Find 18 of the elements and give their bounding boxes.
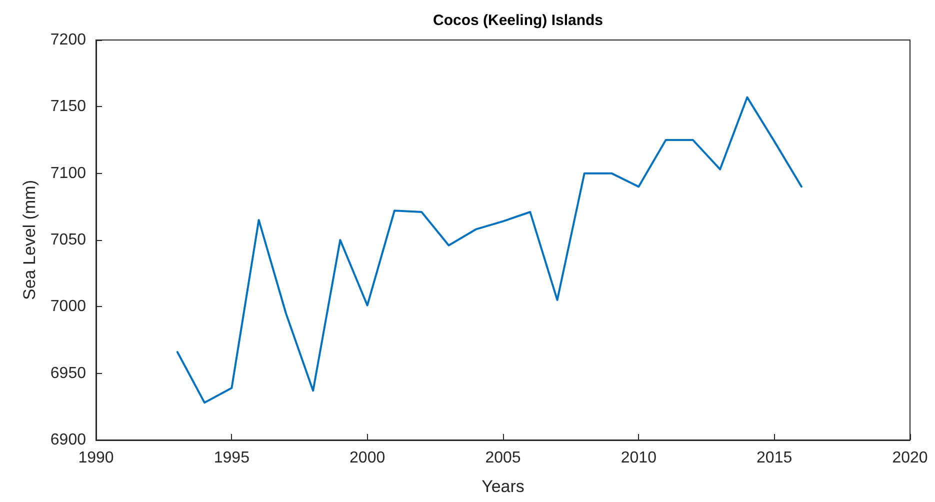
chart-title: Cocos (Keeling) Islands — [432, 12, 604, 29]
x-tick-label: 2015 — [756, 450, 792, 466]
y-tick-label: 6950 — [50, 364, 86, 382]
y-tick-label: 7200 — [50, 32, 86, 48]
x-tick-label: 1990 — [78, 450, 114, 466]
y-tick-label: 7050 — [50, 232, 86, 248]
x-axis-title: Years — [482, 477, 524, 496]
y-axis-title: Sea Level (mm) — [20, 180, 39, 300]
x-tick-label: 2005 — [485, 450, 521, 466]
y-tick-label: 7000 — [50, 298, 86, 316]
x-tick-label: 2020 — [892, 450, 928, 466]
x-tick-label: 1995 — [214, 450, 250, 466]
x-tick-label: 2010 — [620, 450, 657, 466]
line-series — [176, 96, 802, 404]
x-tick-label: 2000 — [350, 450, 386, 466]
y-tick-label: 6900 — [50, 432, 86, 448]
y-tick-label: 7100 — [50, 164, 86, 182]
y-tick-label: 7150 — [50, 98, 86, 116]
